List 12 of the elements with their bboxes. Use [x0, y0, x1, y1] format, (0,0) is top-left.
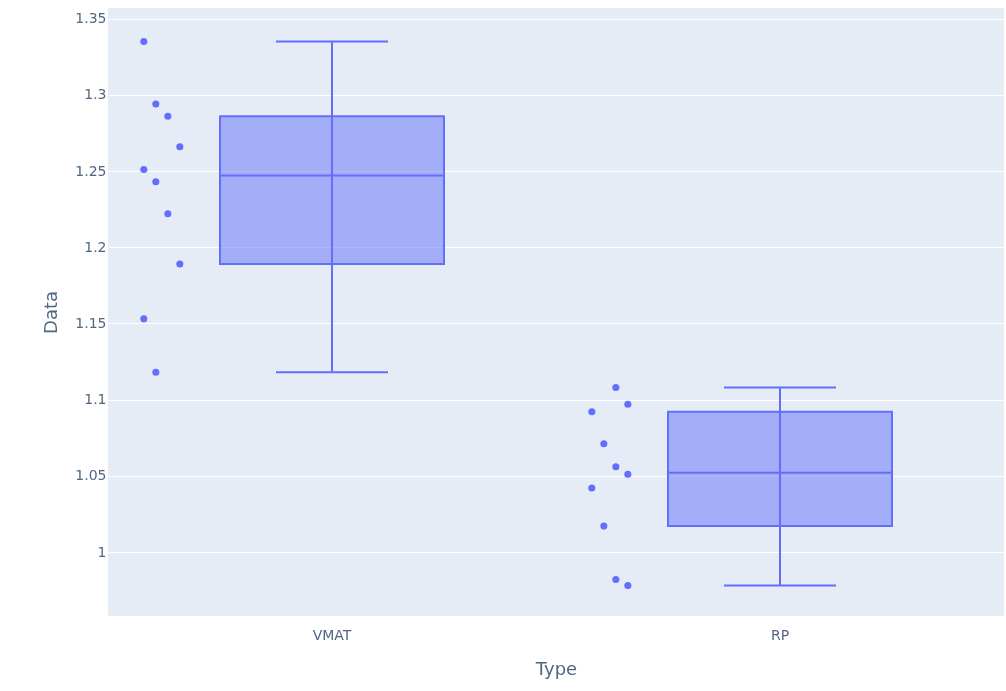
y-axis-title: Data: [40, 291, 62, 334]
x-tick-label: RP: [770, 626, 790, 643]
y-tick-label: 1.2: [84, 238, 107, 255]
y-tick-label: 1: [97, 543, 107, 560]
y-tick-label: 1.1: [84, 391, 107, 408]
y-tick-label: 1.05: [75, 467, 107, 484]
x-axis-title: Type: [534, 657, 578, 679]
y-tick-label: 1.3: [84, 86, 107, 103]
y-tick-label: 1.35: [75, 10, 107, 27]
y-tick-label: 1.25: [75, 162, 107, 179]
x-tick-label: VMAT: [312, 626, 352, 643]
y-tick-label: 1.15: [75, 314, 107, 331]
